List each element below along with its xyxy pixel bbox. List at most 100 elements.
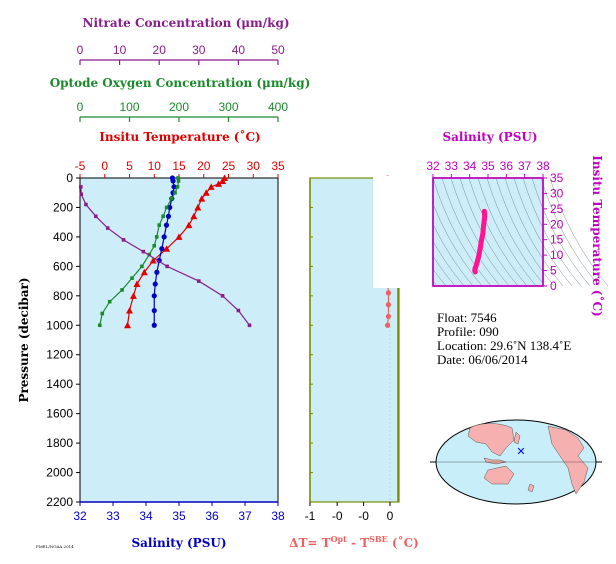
temperature-point <box>126 307 133 314</box>
nitrate-point <box>165 264 169 269</box>
salinity-axis-label: Salinity (PSU) <box>131 536 226 550</box>
ts-point <box>476 253 482 259</box>
salinity-point <box>165 213 172 219</box>
oxygen-point <box>120 288 124 292</box>
oxygen-tick-label: 100 <box>119 100 139 114</box>
temperature-tick-label: 25 <box>222 159 236 173</box>
ts-temperature-tick-label: 0 <box>550 279 557 293</box>
ts-temperature-tick-label: 30 <box>550 186 564 200</box>
density-contour <box>504 177 564 287</box>
oxygen-point <box>98 323 102 328</box>
oxygen-point <box>176 179 181 183</box>
ts-point <box>482 212 488 218</box>
pressure-tick-label: 1400 <box>46 377 73 391</box>
date-info: Date: 06/06/2014 <box>437 352 528 367</box>
salinity-point <box>159 246 165 252</box>
ts-temperature-tick-label: 35 <box>550 171 564 185</box>
ts-mask-noop <box>544 176 545 177</box>
nitrate-axis-label: Nitrate Concentration (μm/kg) <box>82 16 289 30</box>
ts-temperature-tick-label: 20 <box>550 217 564 231</box>
oxygen-tick-label: 0 <box>77 100 84 114</box>
ts-point <box>473 263 479 269</box>
nitrate-point <box>79 192 83 196</box>
oxygen-point <box>100 311 105 316</box>
oxygen-point <box>107 299 112 304</box>
pressure-tick-label: 0 <box>66 171 73 185</box>
ts-salinity-tick-label: 34 <box>463 159 477 173</box>
salinity-tick-label: 37 <box>238 509 252 523</box>
oxygen-point <box>176 176 180 180</box>
salinity-point <box>154 269 160 275</box>
footer-small-text: PMEL/NOAA 2014 <box>36 544 74 549</box>
temperature-point <box>215 180 223 187</box>
salinity-point <box>151 293 157 299</box>
ts-point <box>481 223 487 229</box>
nitrate-point <box>197 279 201 283</box>
oxygen-point <box>157 223 161 227</box>
ts-point <box>477 244 483 250</box>
nitrate-point <box>78 185 83 189</box>
temperature-point <box>202 189 210 196</box>
oxygen-tick-label: 400 <box>268 100 288 114</box>
nitrate-point <box>236 308 241 313</box>
oxygen-point <box>154 235 159 239</box>
delta-t-tick-label: -0 <box>358 509 369 523</box>
salinity-point <box>170 178 176 184</box>
oxygen-point <box>140 264 144 269</box>
temperature-tick-label: 10 <box>148 159 162 173</box>
pressure-tick-label: 2200 <box>46 495 73 509</box>
salinity-tick-label: 33 <box>106 509 120 523</box>
delta-t-point <box>385 313 391 320</box>
ts-temperature-tick-label: 15 <box>550 233 564 247</box>
salinity-tick-label: 32 <box>73 509 87 523</box>
temperature-point <box>207 183 215 190</box>
oxygen-axis-label: Optode Oxygen Concentration (μm/kg) <box>50 76 311 90</box>
salinity-tick-label: 36 <box>205 509 219 523</box>
nitrate-point <box>247 323 252 328</box>
pressure-tick-label: 1200 <box>46 348 73 362</box>
ts-point <box>480 231 486 237</box>
density-contour <box>513 177 573 287</box>
pressure-tick-label: 1800 <box>46 436 73 450</box>
oxygen-point <box>161 214 165 219</box>
nitrate-tick-label: 20 <box>153 43 167 57</box>
ts-salinity-tick-label: 32 <box>426 159 440 173</box>
pressure-tick-label: 800 <box>53 289 73 303</box>
nitrate-point <box>94 214 98 219</box>
salinity-point <box>151 322 157 328</box>
density-contour <box>450 177 510 287</box>
salinity-point <box>152 281 158 287</box>
salinity-point <box>151 307 157 314</box>
oxygen-point <box>164 205 169 210</box>
ts-point <box>474 258 480 264</box>
nitrate-point <box>141 249 146 254</box>
temperature-point <box>185 221 193 229</box>
nitrate-point <box>121 238 126 242</box>
ts-temperature-tick-label: 25 <box>550 202 564 216</box>
delta-t-point <box>385 290 391 296</box>
ts-point <box>481 217 487 223</box>
float-location-marker: ✕ <box>516 445 525 458</box>
delta-t-point <box>385 302 391 308</box>
temperature-point <box>194 203 202 211</box>
temperature-tick-label: -5 <box>75 159 86 173</box>
map-land-australia <box>483 465 515 485</box>
oxygen-tick-label: 200 <box>169 100 189 114</box>
salinity-point <box>161 234 167 240</box>
ts-temperature-tick-label: 5 <box>550 264 557 278</box>
delta-t-tick-label: -1 <box>305 509 316 523</box>
density-contour <box>468 177 528 287</box>
temperature-point <box>140 268 148 276</box>
density-contour <box>522 177 582 287</box>
pressure-tick-label: 1600 <box>46 407 73 421</box>
oxygen-point <box>130 276 134 280</box>
salinity-tick-label: 35 <box>172 509 186 523</box>
temperature-tick-label: 35 <box>271 159 285 173</box>
nitrate-tick-label: 0 <box>77 43 84 57</box>
ts-temperature-axis-label: Insitu Temperature (˚C) <box>590 155 605 316</box>
density-contour <box>432 177 492 287</box>
temperature-point <box>219 177 227 184</box>
map-land-japan <box>513 431 521 445</box>
ts-plot-panel <box>432 177 544 287</box>
